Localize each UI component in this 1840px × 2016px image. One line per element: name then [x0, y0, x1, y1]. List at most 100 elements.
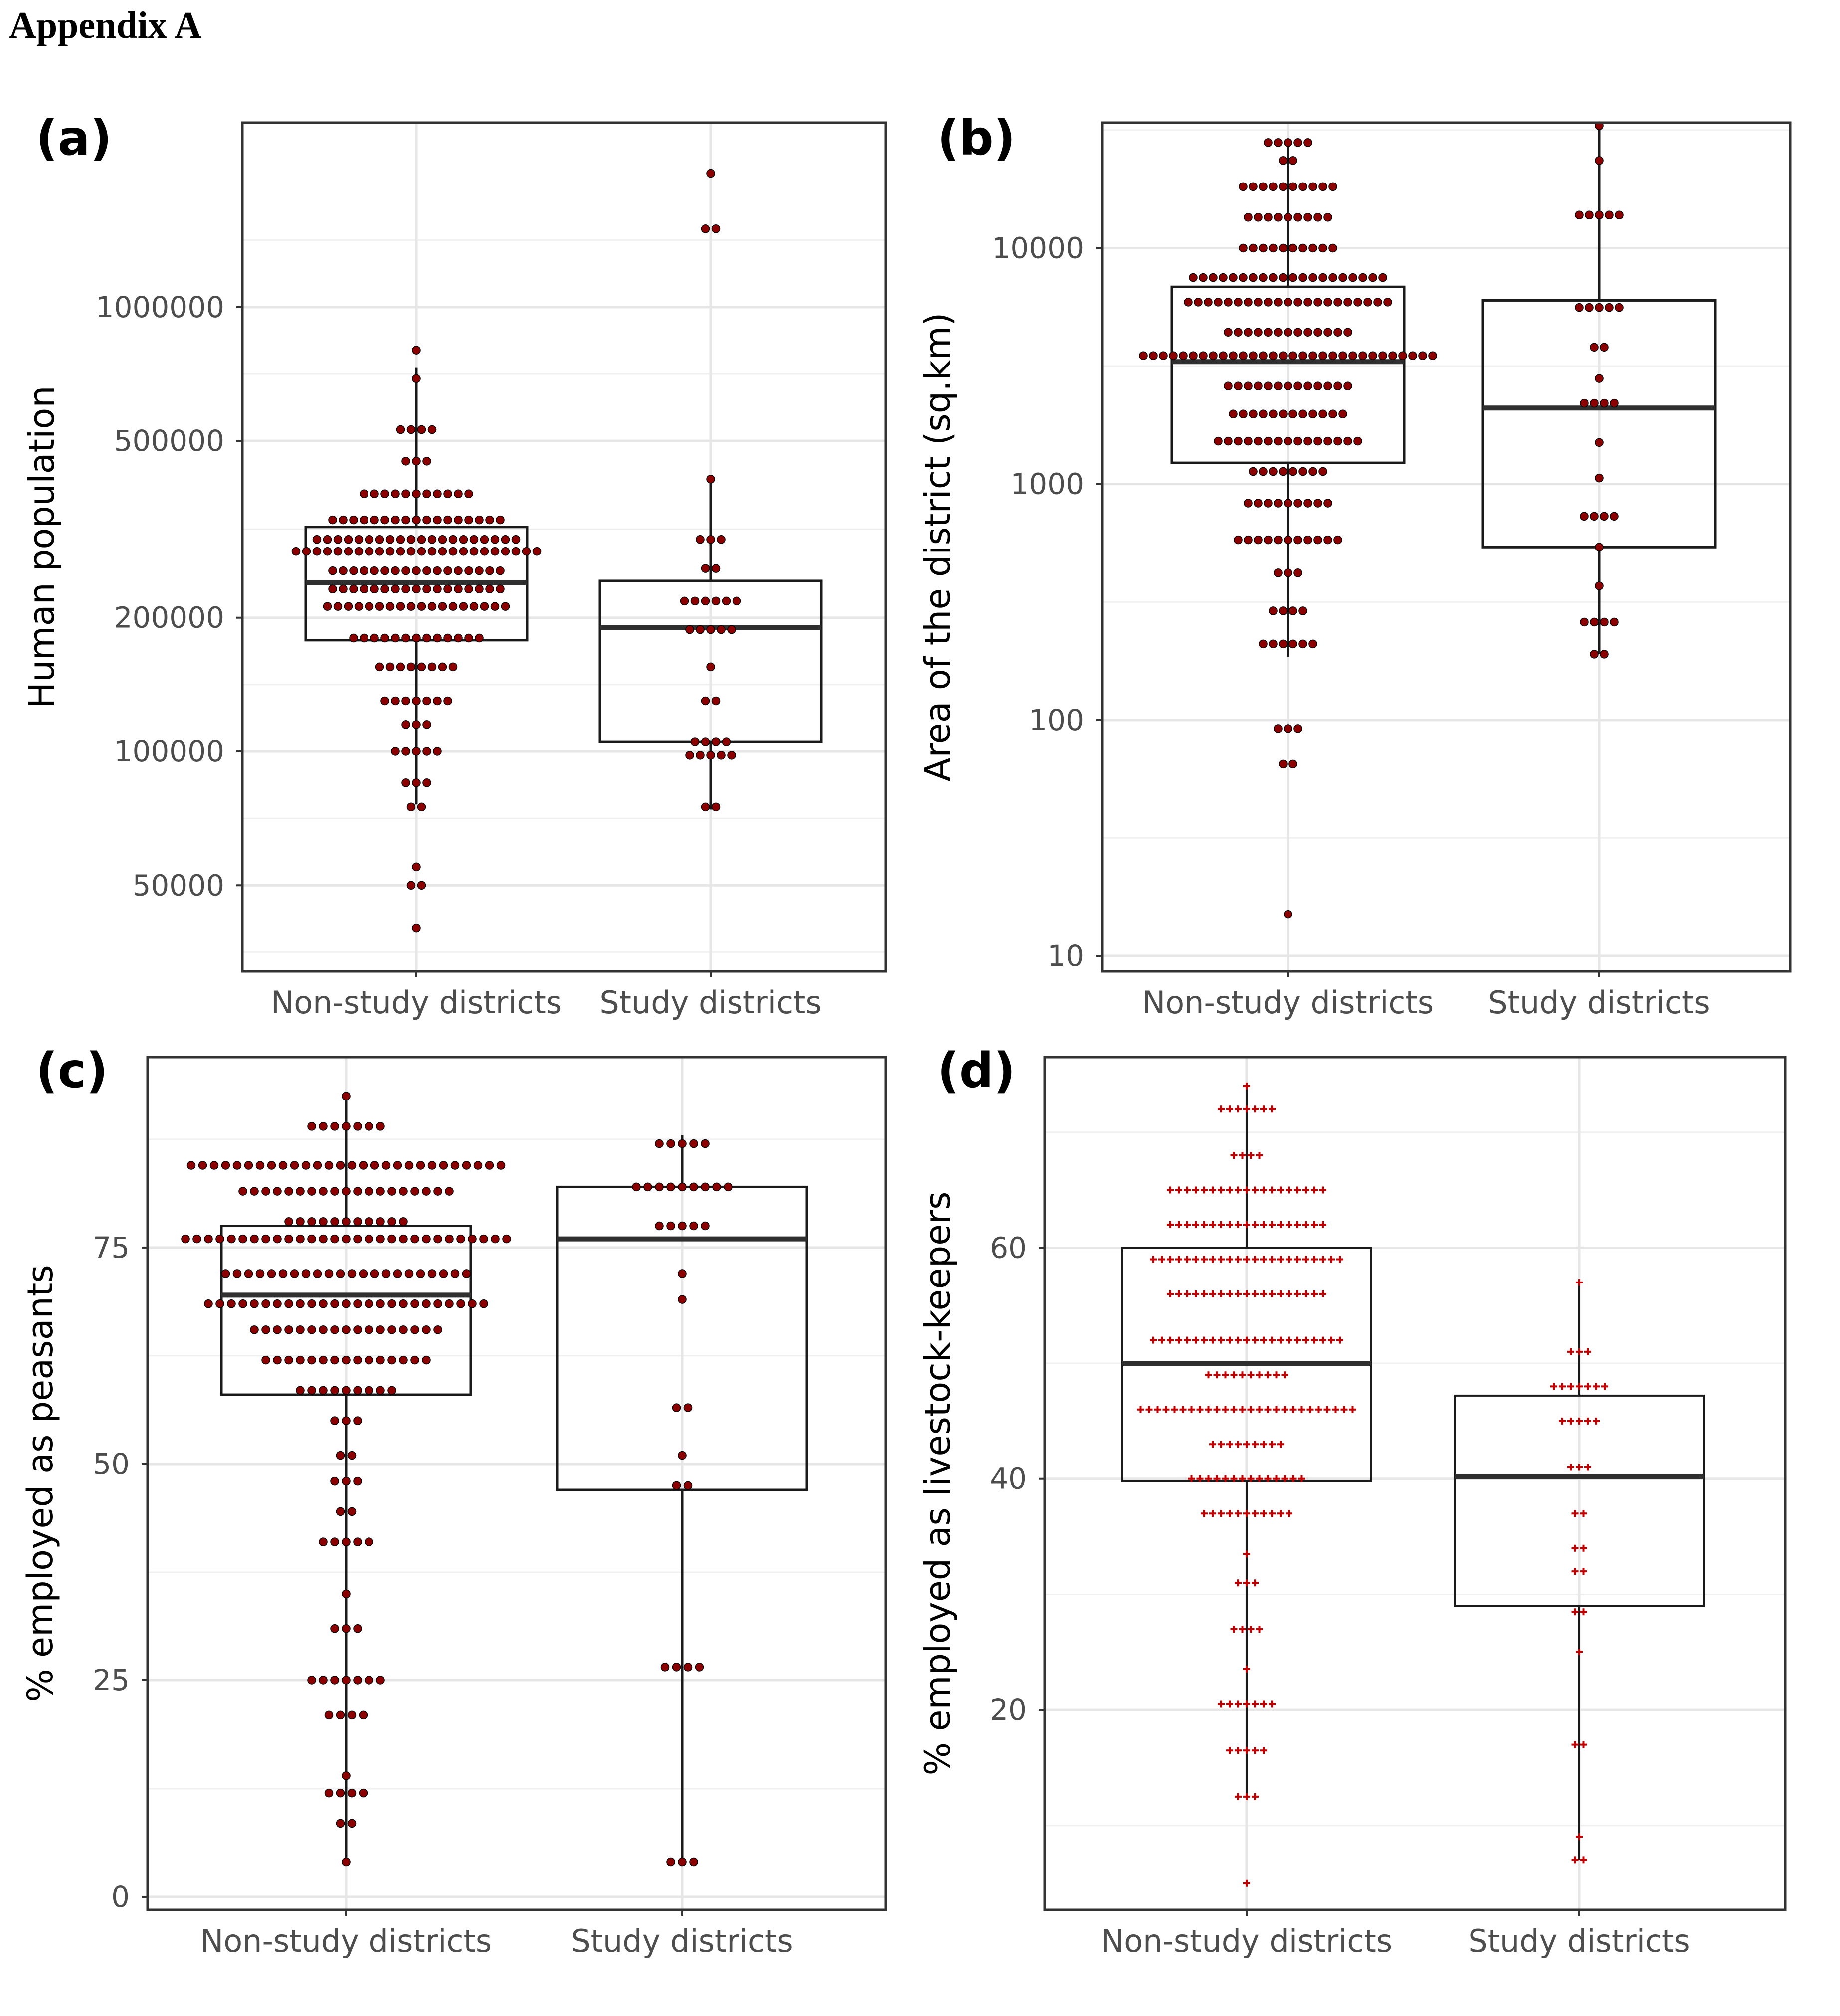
data-point [1580, 1544, 1587, 1552]
x-tick-label: Non-study districts [1142, 984, 1434, 1021]
y-axis-title: % employed as peasants [20, 1265, 61, 1702]
data-point [1214, 436, 1223, 446]
data-point [1274, 499, 1283, 508]
data-point [1222, 1406, 1229, 1413]
data-point [261, 1299, 270, 1308]
data-point [330, 1325, 339, 1334]
data-point [1576, 1383, 1583, 1390]
data-point [462, 1269, 471, 1278]
data-point [399, 1299, 408, 1308]
data-point [1567, 1383, 1574, 1390]
data-point [1313, 298, 1322, 307]
data-point [1559, 1417, 1566, 1425]
data-point [1243, 1793, 1250, 1800]
data-point [1175, 1336, 1182, 1344]
data-point [1279, 467, 1288, 476]
data-point [1234, 436, 1243, 446]
y-tick-label: 200000 [114, 601, 224, 635]
data-point [1336, 1256, 1343, 1263]
plot-background [242, 123, 886, 971]
data-point [685, 625, 694, 634]
data-point [701, 596, 710, 606]
data-point [1610, 512, 1619, 521]
data-point [1219, 351, 1228, 360]
data-point [353, 1325, 362, 1334]
data-point [250, 1234, 259, 1244]
data-point [360, 633, 368, 643]
data-point [1175, 1290, 1182, 1297]
data-point [1318, 351, 1327, 360]
data-point [1260, 1336, 1267, 1344]
data-point [1218, 1700, 1225, 1708]
data-point [301, 1269, 311, 1278]
data-point [1264, 213, 1273, 222]
data-point [1184, 1221, 1191, 1228]
data-point [375, 535, 384, 544]
data-point [1260, 1510, 1267, 1517]
data-point [376, 1386, 385, 1395]
x-tick-label: Non-study districts [1101, 1923, 1392, 1959]
data-point [433, 1299, 442, 1308]
data-point [1269, 182, 1278, 191]
data-point [1281, 1406, 1288, 1413]
data-point [1234, 298, 1243, 307]
data-point [1229, 273, 1238, 282]
data-point [1218, 1256, 1225, 1263]
data-point [417, 535, 426, 544]
data-point [462, 1161, 471, 1170]
data-point [359, 1269, 368, 1278]
data-point [330, 1676, 339, 1685]
data-point [1333, 535, 1342, 545]
data-point [365, 1676, 373, 1685]
data-point [1249, 409, 1258, 419]
data-point [365, 535, 374, 544]
data-point [1318, 409, 1327, 419]
data-point [1264, 1406, 1272, 1413]
data-point [1252, 1579, 1259, 1587]
data-point [1235, 1579, 1242, 1587]
data-point [319, 1187, 328, 1196]
data-point [376, 1187, 385, 1196]
data-point [330, 1122, 339, 1131]
data-point [666, 1221, 675, 1231]
data-point [1332, 1406, 1339, 1413]
data-point [396, 535, 405, 544]
data-point [1175, 1256, 1182, 1263]
box-iqr [1454, 1394, 1705, 1607]
data-point [443, 633, 452, 643]
data-point [1298, 606, 1307, 615]
data-point [1293, 535, 1302, 545]
data-point [406, 881, 416, 890]
data-point [344, 602, 353, 611]
data-point [672, 1403, 681, 1412]
data-point [291, 547, 301, 556]
data-point [284, 1187, 293, 1196]
data-point [1235, 1336, 1242, 1344]
data-point [330, 1299, 339, 1308]
data-point [404, 1269, 414, 1278]
data-point [323, 535, 332, 544]
data-point [1313, 436, 1322, 446]
data-point [1235, 1256, 1242, 1263]
data-point [1274, 724, 1283, 733]
data-point [501, 547, 510, 556]
data-point [1308, 467, 1317, 476]
data-point [1286, 1221, 1292, 1228]
data-point [1298, 639, 1307, 649]
data-point [1256, 1625, 1263, 1633]
data-point [1284, 436, 1292, 446]
data-point [522, 547, 531, 556]
data-point [448, 547, 458, 556]
y-tick-label: 50 [93, 1447, 130, 1481]
data-point [328, 515, 337, 525]
data-point [439, 1269, 448, 1278]
data-point [1348, 351, 1357, 360]
data-point [1189, 273, 1198, 282]
data-point [412, 720, 421, 729]
data-point [399, 1355, 408, 1365]
data-point [1243, 1510, 1250, 1517]
data-point [475, 633, 484, 643]
data-point [1260, 1290, 1267, 1297]
data-point [1294, 1290, 1301, 1297]
x-tick-label: Non-study districts [271, 984, 562, 1021]
